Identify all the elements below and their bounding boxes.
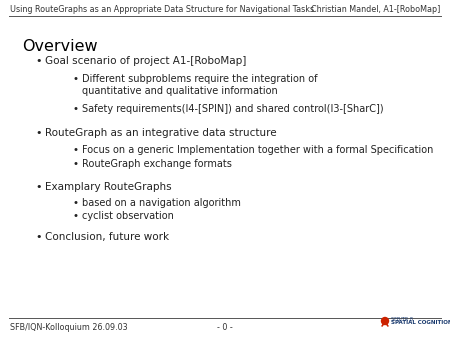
Text: SFB/IQN-Kolloquium 26.09.03: SFB/IQN-Kolloquium 26.09.03 (10, 322, 128, 332)
Text: Overview: Overview (22, 39, 98, 54)
Text: •: • (72, 211, 78, 221)
Text: RouteGraph as an integrative data structure: RouteGraph as an integrative data struct… (45, 128, 277, 138)
Text: RouteGraph exchange formats: RouteGraph exchange formats (82, 159, 232, 169)
Text: •: • (35, 232, 41, 242)
Circle shape (382, 317, 388, 324)
Text: •: • (72, 159, 78, 169)
Text: Goal scenario of project A1-[RoboMap]: Goal scenario of project A1-[RoboMap] (45, 56, 247, 66)
Text: Conclusion, future work: Conclusion, future work (45, 232, 169, 242)
Text: •: • (72, 198, 78, 208)
Text: •: • (72, 104, 78, 114)
Text: Safety requirements(I4-[SPIN]) and shared control(I3-[SharC]): Safety requirements(I4-[SPIN]) and share… (82, 104, 383, 114)
Text: •: • (35, 182, 41, 192)
Text: Using RouteGraphs as an Appropriate Data Structure for Navigational Tasks: Using RouteGraphs as an Appropriate Data… (10, 5, 314, 15)
Text: quantitative and qualitative information: quantitative and qualitative information (82, 86, 278, 96)
Text: •: • (72, 74, 78, 84)
Text: SFB/TR 8: SFB/TR 8 (391, 316, 413, 321)
Text: •: • (35, 56, 41, 66)
Text: cyclist observation: cyclist observation (82, 211, 174, 221)
Text: Examplary RouteGraphs: Examplary RouteGraphs (45, 182, 171, 192)
Text: •: • (72, 145, 78, 155)
Text: based on a navigation algorithm: based on a navigation algorithm (82, 198, 241, 208)
Text: SPATIAL COGNITION: SPATIAL COGNITION (391, 320, 450, 325)
Text: Focus on a generic Implementation together with a formal Specification: Focus on a generic Implementation togeth… (82, 145, 433, 155)
Text: - 0 -: - 0 - (217, 322, 233, 332)
Text: •: • (35, 128, 41, 138)
Text: Christian Mandel, A1-[RoboMap]: Christian Mandel, A1-[RoboMap] (310, 5, 440, 15)
Text: Different subproblems require the integration of: Different subproblems require the integr… (82, 74, 318, 84)
